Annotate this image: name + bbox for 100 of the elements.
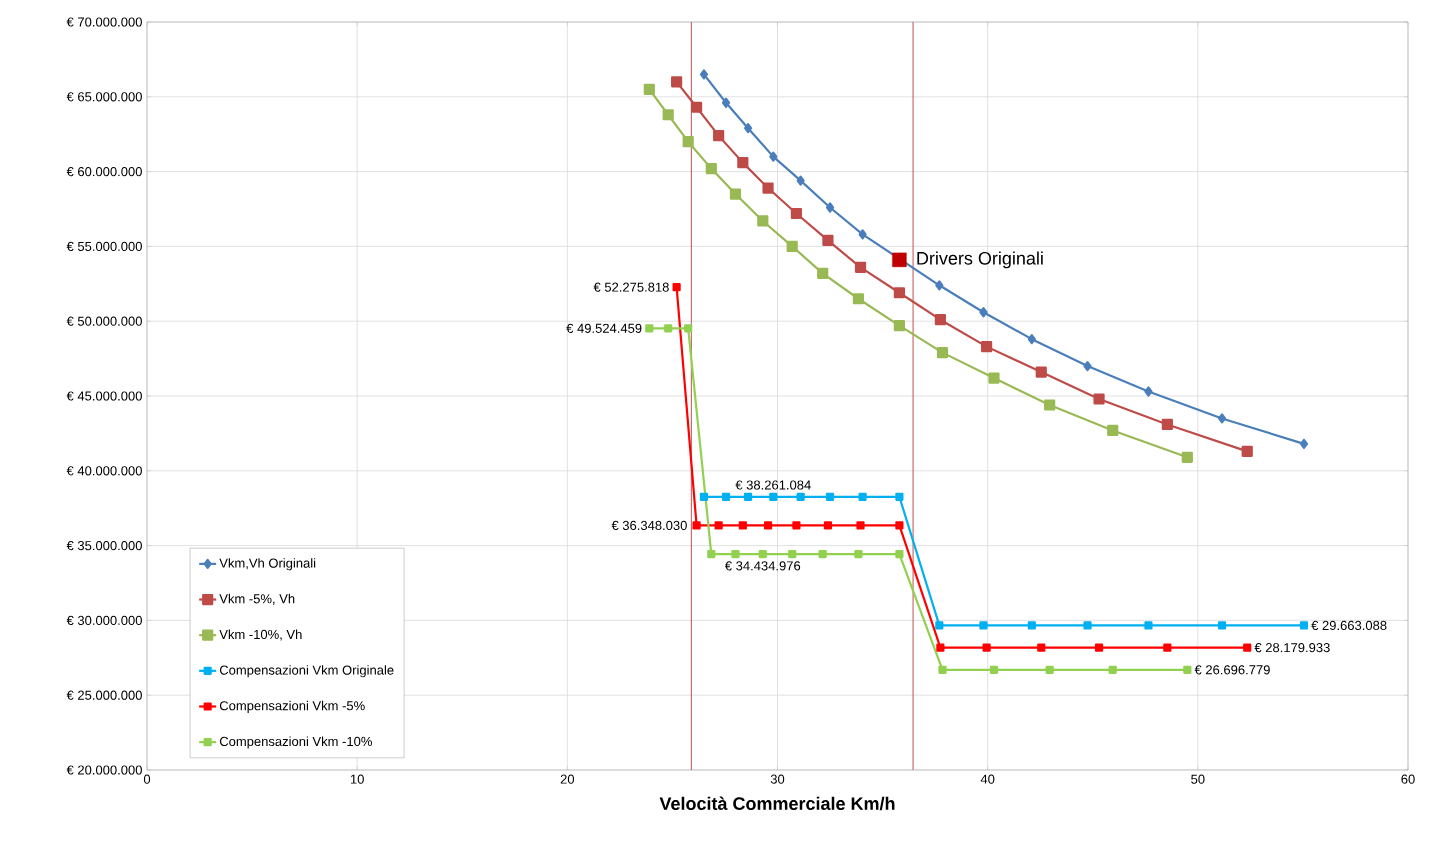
point: [979, 621, 988, 630]
point: [672, 283, 681, 292]
point: [817, 267, 829, 279]
y-tick-label: € 35.000.000: [66, 540, 142, 551]
point: [895, 492, 904, 501]
point: [714, 521, 723, 530]
legend-label: Vkm -10%, Vh: [219, 629, 302, 641]
point: [935, 621, 944, 630]
point: [645, 324, 654, 333]
x-tick-label: 10: [350, 774, 364, 784]
point: [1144, 386, 1153, 397]
point: [934, 314, 946, 326]
point: [743, 492, 753, 501]
point: [825, 492, 835, 501]
point: [825, 202, 835, 213]
y-tick-label: € 55.000.000: [66, 241, 142, 251]
point: [769, 151, 778, 162]
point: [690, 101, 703, 113]
point: [936, 643, 945, 652]
point: [662, 109, 674, 121]
x-tick-label: 30: [770, 774, 785, 784]
point: [936, 347, 949, 359]
point: [1093, 393, 1105, 405]
legend-label: Vkm,Vh Originali: [219, 558, 316, 571]
point: [892, 252, 907, 268]
point: [705, 163, 717, 175]
point: [713, 130, 725, 142]
point: [989, 665, 999, 674]
point: [721, 492, 731, 501]
point: [988, 372, 1000, 384]
point: [854, 549, 863, 559]
point: [682, 136, 694, 148]
point: [935, 280, 944, 291]
point: [792, 521, 801, 530]
point: [893, 287, 905, 299]
data-label: € 29.663.088: [1311, 620, 1387, 631]
point: [1094, 643, 1104, 652]
point: [786, 240, 798, 252]
point: [671, 76, 683, 88]
point: [762, 182, 774, 194]
point: [738, 521, 747, 530]
point: [895, 521, 904, 530]
point: [854, 261, 867, 273]
point: [823, 521, 833, 530]
point: [1045, 665, 1054, 674]
point: [1241, 445, 1253, 457]
point: [981, 341, 993, 353]
point: [729, 188, 742, 200]
y-tick-label: € 40.000.000: [66, 466, 142, 476]
point: [692, 521, 701, 530]
point: [763, 521, 773, 530]
y-tick-label: € 50.000.000: [66, 316, 142, 326]
point: [1217, 621, 1227, 630]
point: [1107, 424, 1119, 437]
legend-label: Compensazioni Vkm -10%: [219, 736, 372, 749]
point: [1163, 643, 1172, 652]
point: [979, 307, 988, 318]
x-axis-title: Velocità Commerciale Km/h: [659, 796, 895, 811]
point: [1217, 413, 1227, 424]
point: [938, 665, 947, 674]
point: [893, 320, 905, 332]
point: [707, 549, 716, 559]
point: [822, 234, 834, 247]
point: [1243, 643, 1252, 652]
point: [790, 207, 803, 220]
y-tick-label: € 70.000.000: [66, 17, 142, 27]
point: [895, 549, 904, 559]
point: [1027, 621, 1036, 630]
point: [699, 492, 709, 501]
point: [737, 157, 749, 169]
data-label: € 49.524.459: [566, 323, 642, 333]
legend-label: Vkm -5%, Vh: [219, 593, 295, 605]
point: [731, 549, 740, 559]
point: [858, 492, 867, 501]
point: [664, 324, 673, 333]
point: [852, 293, 865, 305]
data-label: € 38.261.084: [735, 480, 811, 490]
legend-label: Compensazioni Vkm Originale: [219, 665, 394, 678]
y-tick-label: € 45.000.000: [66, 391, 142, 401]
point: [758, 549, 767, 559]
point: [1035, 366, 1047, 378]
x-tick-label: 20: [560, 774, 575, 784]
point: [856, 521, 865, 530]
x-tick-label: 0: [143, 774, 151, 784]
point: [1027, 334, 1036, 345]
point: [757, 215, 769, 227]
point: [796, 175, 805, 186]
point: [982, 643, 991, 652]
series-label: Drivers Originali: [917, 251, 1043, 269]
point: [1083, 621, 1092, 630]
x-tick-label: 50: [1191, 774, 1205, 784]
point: [1083, 360, 1092, 372]
point: [684, 324, 693, 333]
point: [1181, 451, 1193, 463]
data-label: € 26.696.779: [1194, 665, 1270, 675]
point: [721, 97, 731, 108]
data-label: € 52.275.818: [593, 282, 669, 292]
point: [1108, 665, 1117, 674]
x-tick-label: 60: [1401, 774, 1415, 784]
point: [1299, 621, 1309, 630]
